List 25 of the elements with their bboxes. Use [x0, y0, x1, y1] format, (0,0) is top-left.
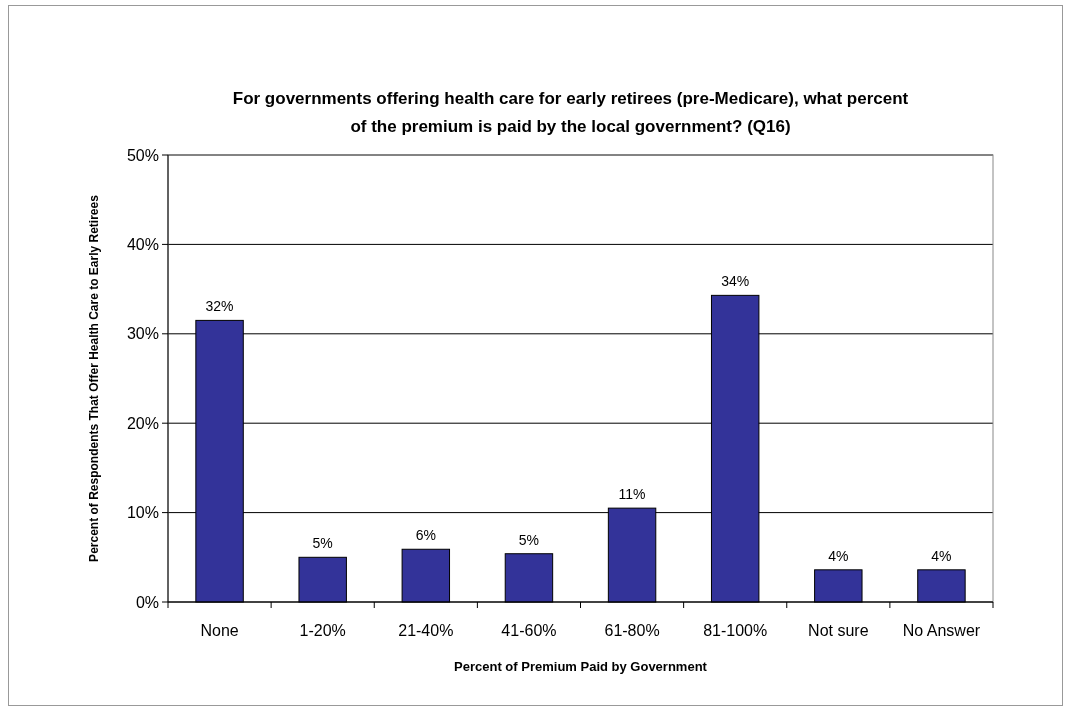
- x-tick-label: No Answer: [902, 622, 981, 639]
- data-label: 4%: [828, 547, 849, 564]
- y-tick-label: 30%: [126, 325, 159, 343]
- x-tick-label: 81-100%: [703, 622, 768, 639]
- x-tick-label: 61-80%: [604, 622, 660, 639]
- y-tick-label: 50%: [126, 146, 159, 164]
- data-label: 5%: [518, 531, 540, 548]
- y-tick-label: 0%: [135, 593, 159, 611]
- y-tick-label: 10%: [126, 504, 159, 522]
- x-tick-label: 41-60%: [501, 622, 557, 639]
- data-label: 11%: [618, 486, 646, 503]
- y-tick-label: 20%: [126, 414, 159, 432]
- data-label: 5%: [312, 535, 333, 552]
- data-label: 34%: [721, 273, 750, 290]
- x-tick-label: 21-40%: [398, 622, 454, 639]
- data-label: 4%: [931, 547, 952, 564]
- y-axis-title: Percent of Respondents That Offer Health Care to Early Retirees: [87, 194, 101, 562]
- x-tick-label: Not sure: [808, 622, 869, 639]
- data-label: 32%: [205, 298, 234, 315]
- x-axis-title: Percent of Premium Paid by Government: [454, 659, 708, 674]
- x-tick-label: 1-20%: [299, 622, 346, 639]
- chart-title: For governments offering health care for early retirees (pre-Medicare), what percent of the premium is paid by the local government? (Q16): [232, 89, 909, 136]
- data-label: 6%: [415, 527, 436, 544]
- y-tick-label: 40%: [126, 236, 159, 253]
- x-tick-label: None: [200, 622, 239, 639]
